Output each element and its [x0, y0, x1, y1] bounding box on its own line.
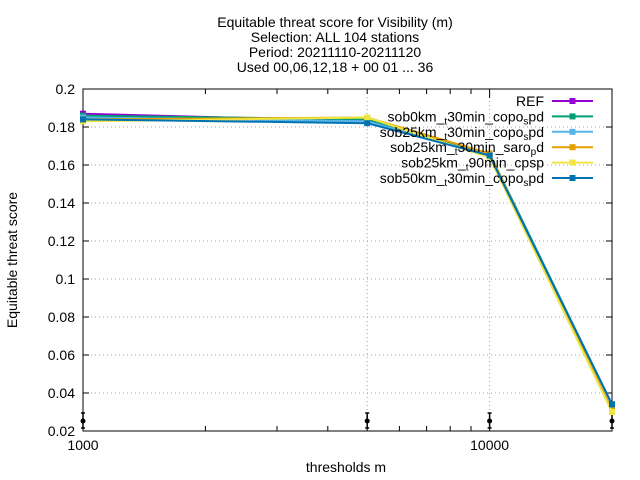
- y-tick-label: 0.06: [48, 347, 75, 363]
- y-tick-label: 0.18: [48, 119, 75, 135]
- data-point: [609, 401, 615, 408]
- x-axis-label: thresholds m: [306, 459, 386, 475]
- legend-entry-label: sob25km_t30min_copospd: [380, 124, 544, 143]
- y-tick-label: 0.02: [48, 423, 75, 439]
- legend-entry-label: sob50km_t30min_copospd: [380, 170, 544, 189]
- y-tick-label: 0.1: [56, 271, 76, 287]
- legend-text: sob50km_: [380, 170, 445, 186]
- data-point: [80, 116, 86, 123]
- legend-subscript: t: [444, 131, 447, 142]
- legend-text: 30min_saro: [457, 139, 530, 155]
- legend-subscript: s: [523, 116, 528, 127]
- data-point: [364, 120, 371, 127]
- chart-title: Equitable threat score for Visibility (m…: [217, 14, 453, 75]
- sample-marker: [487, 418, 493, 424]
- legend-swatch-point: [569, 98, 576, 104]
- legend-subscript: s: [523, 178, 528, 189]
- data-point: [364, 114, 371, 121]
- y-tick-label: 0.2: [56, 81, 76, 97]
- legend-text: 30min_copo: [447, 108, 523, 124]
- y-tick-label: 0.04: [48, 385, 75, 401]
- plot-border: [82, 88, 613, 432]
- series-line: [82, 118, 613, 405]
- legend-text: pd: [528, 170, 544, 186]
- data-point: [486, 152, 493, 159]
- legend-text: 30min_copo: [447, 170, 523, 186]
- y-tick-label: 0.14: [48, 195, 75, 211]
- legend-text: pd: [528, 124, 544, 140]
- sample-marker: [609, 418, 615, 424]
- x-tick-label: 10000: [470, 437, 509, 453]
- legend: REFsob0km_t30min_copospdsob25km_t30min_c…: [380, 93, 593, 189]
- legend-entry-label: sob0km_t30min_copospd: [388, 108, 544, 127]
- y-tick-label: 0.12: [48, 233, 75, 249]
- x-tick-label: 1000: [67, 437, 98, 453]
- y-axis: 0.02 0.04 0.06 0.08 0.1 0.12 0.14 0.16 0.18 0.2: [48, 81, 612, 439]
- legend-text: sob25km_: [390, 139, 455, 155]
- legend-swatch-point: [569, 175, 576, 181]
- chart-title-line: Period: 20211110-20211120: [249, 44, 422, 60]
- legend-text: pd: [528, 108, 544, 124]
- y-tick-label: 0.08: [48, 309, 75, 325]
- legend-text: 90min_cpsp: [469, 155, 545, 171]
- legend-text: 30min_copo: [447, 124, 523, 140]
- sample-markers: [80, 412, 615, 429]
- legend-entry-label: sob25km_t30min_saropd: [390, 139, 544, 158]
- legend-text: sob25km_: [380, 124, 445, 140]
- legend-subscript: t: [444, 178, 447, 189]
- legend-subscript: t: [466, 162, 469, 173]
- sample-marker: [80, 418, 86, 424]
- legend-entry-label: REF: [516, 93, 544, 109]
- legend-subscript: p: [531, 147, 537, 158]
- chart-title-line: Equitable threat score for Visibility (m…: [217, 14, 453, 30]
- plot-frame: [82, 88, 613, 432]
- legend-swatch-point: [569, 159, 576, 166]
- legend-subscript: t: [455, 147, 458, 158]
- legend-text: d: [536, 139, 544, 155]
- legend-entry-label: sob25km_t90min_cpsp: [401, 155, 544, 174]
- y-tick-label: 0.16: [48, 157, 75, 173]
- series-group: [80, 110, 615, 415]
- chart-title-line: Selection: ALL 104 stations: [251, 29, 419, 45]
- data-point: [609, 409, 615, 415]
- legend-text: sob0km_: [388, 108, 445, 124]
- legend-swatch-point: [569, 113, 576, 120]
- chart-title-line: Used 00,06,12,18 + 00 01 ... 36: [237, 59, 434, 75]
- legend-swatch-point: [569, 128, 576, 135]
- series-line: [82, 116, 613, 413]
- sample-marker: [364, 418, 370, 424]
- legend-text: sob25km_: [401, 155, 466, 171]
- legend-swatch-point: [569, 144, 576, 151]
- legend-subscript: t: [444, 116, 447, 127]
- legend-subscript: s: [523, 131, 528, 142]
- grid: [83, 89, 612, 431]
- y-axis-label: Equitable threat score: [4, 192, 20, 328]
